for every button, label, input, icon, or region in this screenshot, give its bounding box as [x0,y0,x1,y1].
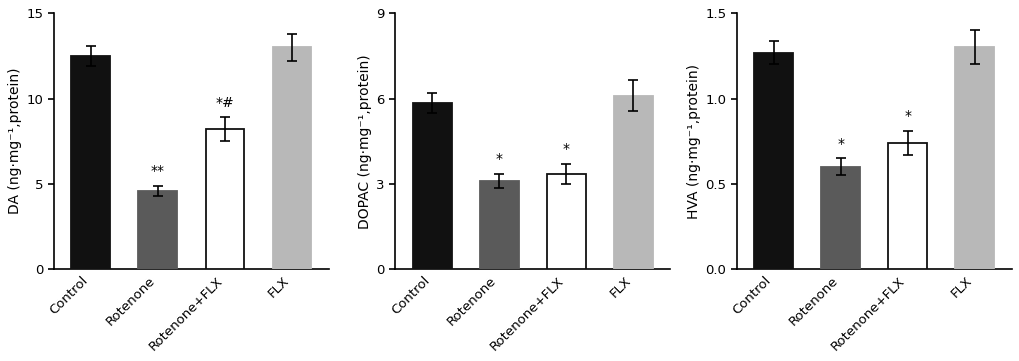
Bar [205,129,245,269]
Bar [955,47,994,269]
Bar [888,143,926,269]
Bar [820,167,859,269]
Bar [272,47,311,269]
Bar [71,56,110,269]
Text: *#: *# [215,96,234,110]
Bar [753,53,792,269]
Text: *: * [837,136,844,151]
Y-axis label: DOPAC (ng·mg⁻¹,protein): DOPAC (ng·mg⁻¹,protein) [358,54,372,229]
Y-axis label: HVA (ng·mg⁻¹,protein): HVA (ng·mg⁻¹,protein) [686,64,700,219]
Bar [613,96,652,269]
Y-axis label: DA (ng·mg⁻¹,protein): DA (ng·mg⁻¹,protein) [8,68,22,214]
Bar [546,174,585,269]
Bar [139,191,177,269]
Text: *: * [495,152,502,166]
Text: *: * [562,142,570,156]
Text: **: ** [151,164,165,178]
Bar [479,181,519,269]
Text: *: * [903,109,910,123]
Bar [413,103,451,269]
